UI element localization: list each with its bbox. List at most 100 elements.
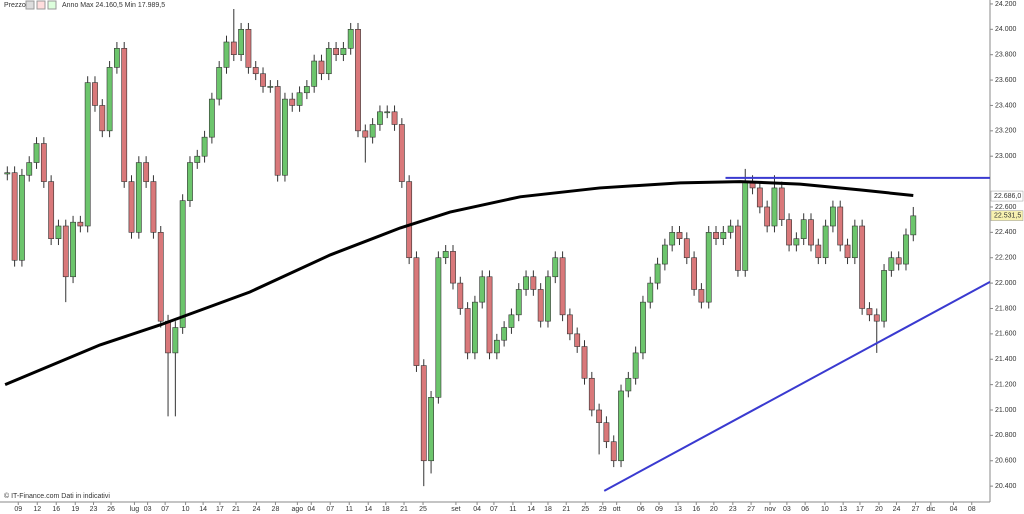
x-tick-label: 17 [216, 506, 224, 513]
x-tick-label: 25 [581, 506, 589, 513]
candle-body [910, 215, 917, 236]
x-tick-label: 14 [364, 506, 372, 513]
candle-body [406, 181, 413, 259]
y-tick-label: 23.800 [995, 52, 1017, 59]
candle-body [873, 314, 880, 322]
x-tick-label: 20 [875, 506, 883, 513]
y-tick-label: 20.400 [995, 483, 1017, 490]
candle-body [851, 225, 858, 259]
candle-body [289, 98, 296, 106]
x-tick-label: 06 [801, 506, 809, 513]
candle-body [260, 73, 266, 87]
candle-body [581, 346, 588, 379]
candle-body [230, 41, 237, 55]
candle-body [720, 232, 727, 239]
candle-body [311, 60, 318, 87]
chart-subtitle: Anno Max 24.160,5 Min 17.989,5 [62, 2, 165, 9]
y-tick-label: 20.800 [995, 432, 1017, 439]
candle-body [84, 82, 91, 227]
candle-body [479, 276, 486, 303]
candle-body [62, 225, 69, 278]
candle-body [472, 301, 478, 354]
candle-body [735, 225, 741, 271]
candle-body [114, 48, 120, 68]
y-tick-label: 22.000 [995, 280, 1017, 287]
candle-body [844, 244, 851, 259]
candle-body [574, 333, 581, 347]
candle-body [223, 41, 230, 68]
x-tick-label: 25 [419, 506, 427, 513]
candle-body [808, 219, 814, 246]
x-tick-label: 16 [52, 506, 60, 513]
candle-body [128, 181, 135, 233]
candle-body [705, 232, 712, 303]
y-tick-label: 21.800 [995, 305, 1017, 312]
candle-body [157, 232, 164, 322]
candle-body [19, 174, 25, 261]
x-tick-label: 28 [272, 506, 280, 513]
candle-body [866, 308, 873, 316]
x-tick-label: 11 [509, 506, 516, 513]
x-tick-label: 24 [253, 506, 261, 513]
x-tick-label: 04 [307, 506, 315, 513]
candle-body [347, 29, 354, 49]
candle-body [420, 365, 427, 462]
candle-body [713, 232, 719, 239]
y-tick-label: 22.200 [995, 255, 1017, 262]
candle-body [815, 244, 822, 259]
y-tick-label: 24.200 [995, 1, 1017, 8]
candle-body [822, 225, 829, 259]
candle-body [172, 327, 179, 354]
candle-body [676, 232, 683, 239]
x-tick-label: nov [764, 506, 776, 513]
x-tick-label: 04 [950, 506, 958, 513]
candle-body [340, 48, 347, 55]
candle-body [77, 221, 84, 227]
candle-body [201, 136, 208, 157]
icon[interactable] [47, 0, 57, 10]
x-tick-label: 03 [144, 506, 152, 513]
price-label: 22.531,5 [994, 213, 1021, 220]
x-tick-label: 27 [747, 506, 755, 513]
candle-body [661, 244, 668, 265]
candle-body [4, 172, 11, 175]
candle-body [464, 308, 471, 354]
x-tick-label: 06 [637, 506, 645, 513]
y-tick-label: 23.000 [995, 153, 1017, 160]
candle-body [99, 105, 106, 132]
icon[interactable] [36, 0, 46, 10]
candle-body [537, 289, 544, 322]
candle-body [442, 251, 449, 259]
candle-body [800, 219, 807, 239]
icon[interactable] [25, 0, 35, 10]
y-tick-label: 21.200 [995, 381, 1017, 388]
x-tick-label: 09 [14, 506, 22, 513]
candle-body [333, 48, 339, 55]
candle-body [764, 206, 771, 227]
candle-body [150, 181, 157, 233]
candle-body [793, 238, 800, 246]
candle-body [48, 181, 55, 239]
candle-body [523, 276, 529, 290]
candle-body [559, 257, 566, 316]
x-tick-label: 26 [107, 506, 115, 513]
candle-body [413, 257, 420, 366]
candle-body [727, 225, 734, 233]
candle-body [245, 29, 252, 68]
candle-body [362, 130, 369, 138]
candle-body [683, 238, 690, 259]
candle-body [698, 289, 705, 303]
candle-body [26, 162, 33, 176]
candle-body [669, 232, 676, 246]
x-tick-label: 07 [490, 506, 498, 513]
candle-body [296, 92, 303, 106]
x-tick-label: 29 [599, 506, 607, 513]
candle-body [859, 225, 866, 309]
x-tick-label: 07 [161, 506, 169, 513]
y-tick-label: 24.000 [995, 26, 1017, 33]
candle-body [238, 29, 245, 55]
candle-body [70, 221, 76, 278]
candle-body [377, 111, 383, 125]
candle-body [654, 263, 661, 284]
candle-body [40, 143, 47, 182]
